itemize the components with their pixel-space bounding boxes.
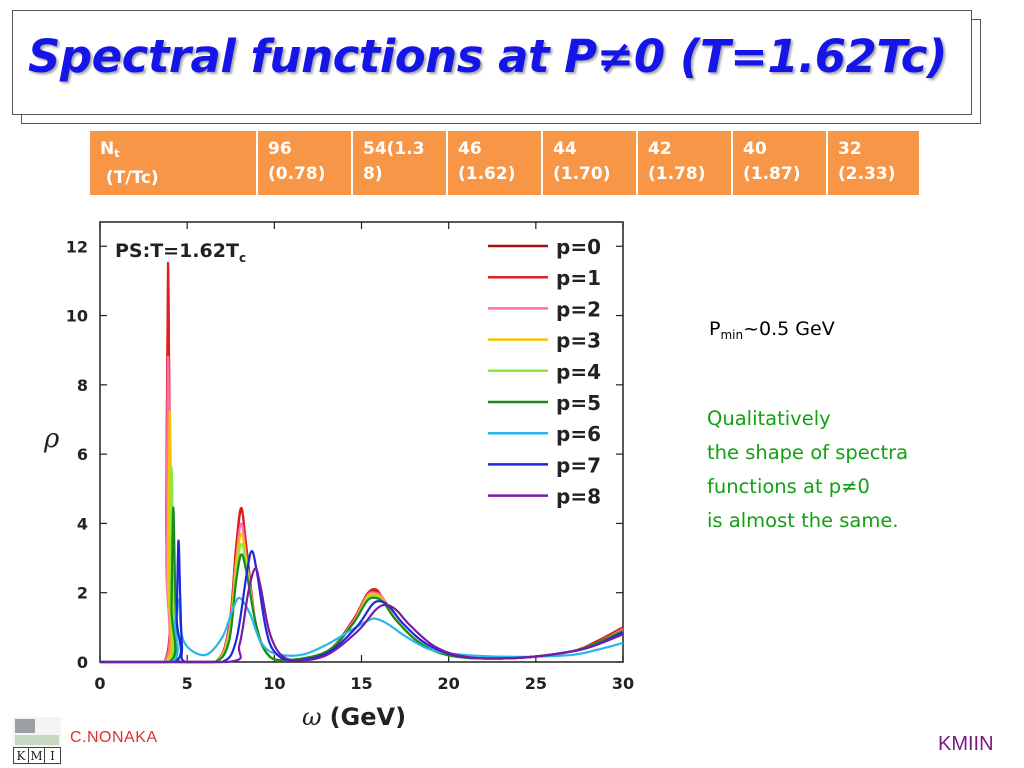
legend: p=0 p=1 p=2 p=3 p=4 p=5 p=6 p=7 p=8 (488, 235, 601, 509)
logo-letter: M (30, 749, 42, 763)
note-line: functions at p≠0 (707, 475, 870, 498)
logo-letter: K (17, 749, 27, 763)
y-tick-label: 0 (77, 653, 88, 672)
y-tick-label: 12 (66, 237, 88, 256)
y-tick-label: 6 (77, 445, 88, 464)
pmin-value: ~0.5 GeV (743, 318, 835, 340)
plot-frame (99, 221, 624, 663)
table-cell: 44 (1.70) (541, 131, 637, 195)
kmi-logo: K M I (13, 717, 61, 765)
series-line-p=8 (100, 567, 624, 664)
axes: 0 5 10 15 20 25 30 0 2 4 6 8 10 12 (66, 221, 634, 693)
cell-line2: (1.78) (648, 164, 706, 184)
slide-title: Spectral functions at P≠0 (T=1.62Tc) (28, 30, 947, 83)
cell-line2: (0.78) (268, 164, 326, 184)
legend-label: p=0 (556, 235, 601, 259)
x-axis-label: ω (GeV) (302, 703, 406, 731)
cell-line2: (2.33) (838, 164, 896, 184)
y-tick-label: 4 (77, 514, 88, 533)
y-tick-label: 8 (77, 376, 88, 395)
author-name: C.NONAKA (70, 729, 158, 746)
cell-line1: 96 (268, 139, 292, 159)
cell-line1: 46 (458, 139, 482, 159)
y-tick-label: 10 (66, 307, 88, 326)
cell-line1: 32 (838, 139, 862, 159)
x-tick-label: 5 (182, 674, 193, 693)
x-tick-label: 30 (612, 674, 634, 693)
legend-label: p=3 (556, 329, 601, 353)
x-tick-label: 0 (94, 674, 105, 693)
table-cell: 96 (0.78) (256, 131, 352, 195)
legend-label: p=6 (556, 422, 601, 446)
table-row: Nt (T/Tc) 96 (0.78) 54(1.3 8) 46 (1.62) 44 (… (90, 131, 919, 195)
pmin-sub: min (720, 328, 744, 342)
title-frame (12, 10, 972, 115)
header-main: N (100, 139, 115, 159)
note-line: is almost the same. (707, 509, 899, 532)
series-line-p=5 (100, 506, 624, 664)
pmin-label: P (709, 318, 721, 340)
header-sub: t (114, 147, 120, 160)
y-axis-label: ρ (43, 424, 60, 454)
cell-line1: 44 (553, 139, 577, 159)
cell-line1: 54(1.3 (363, 139, 425, 159)
x-tick-label: 25 (525, 674, 547, 693)
note-line: Qualitatively (707, 407, 831, 430)
cell-line1: 40 (743, 139, 767, 159)
footer-label: KMIIN (938, 733, 994, 755)
legend-label: p=8 (556, 485, 601, 509)
chart-title: PS:T=1.62Tc (115, 240, 246, 265)
cell-line2: (1.87) (743, 164, 801, 184)
table-cell: 54(1.3 8) (351, 131, 447, 195)
legend-label: p=4 (556, 360, 601, 384)
x-tick-label: 20 (438, 674, 460, 693)
legend-label: p=2 (556, 297, 601, 321)
cell-line2: (1.62) (458, 164, 516, 184)
y-tick-label: 2 (77, 584, 88, 603)
note-line: the shape of spectra (707, 441, 909, 464)
table-cell: 46 (1.62) (446, 131, 542, 195)
cell-line1: 42 (648, 139, 672, 159)
header-second: (T/Tc) (105, 168, 159, 188)
series-line-p=6 (100, 596, 624, 664)
table-cell: 40 (1.87) (731, 131, 827, 195)
x-tick-label: 10 (263, 674, 285, 693)
pmin-note: Pmin~0.5 GeV (709, 318, 835, 342)
logo-letter: I (50, 749, 55, 763)
cell-line2: (1.70) (553, 164, 611, 184)
nt-table: Nt (T/Tc) 96 (0.78) 54(1.3 8) 46 (1.62) 44 (… (90, 131, 919, 195)
curves (100, 262, 624, 664)
table-header-cell: Nt (T/Tc) (90, 131, 257, 195)
cell-line2: 8) (363, 164, 383, 184)
legend-label: p=1 (556, 266, 601, 290)
table-cell: 32 (2.33) (826, 131, 919, 195)
table-cell: 42 (1.78) (636, 131, 732, 195)
x-tick-label: 15 (350, 674, 372, 693)
spectral-chart: 0 5 10 15 20 25 30 0 2 4 6 8 10 12 p=0 p=1 p=2 p=3 p=4 p=5… (43, 221, 634, 731)
legend-label: p=7 (556, 453, 601, 477)
legend-label: p=5 (556, 391, 601, 415)
qualitative-note: Qualitatively the shape of spectra funct… (707, 402, 908, 538)
